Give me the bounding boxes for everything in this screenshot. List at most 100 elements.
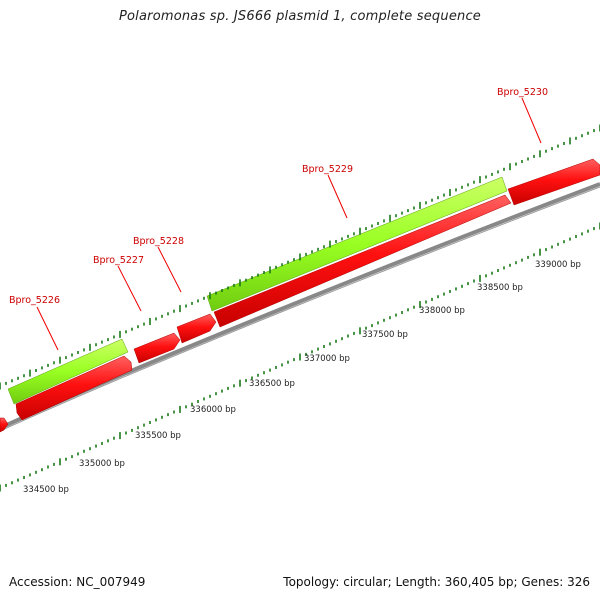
- minor-tick: [263, 371, 265, 375]
- minor-tick: [83, 348, 85, 352]
- gene-bpro-5229-reverse[interactable]: [213, 194, 512, 328]
- minor-tick: [491, 172, 493, 176]
- minor-tick: [215, 392, 217, 396]
- minor-tick: [407, 209, 409, 213]
- minor-tick: [389, 316, 391, 320]
- major-tick: [329, 240, 331, 248]
- minor-tick: [167, 312, 169, 316]
- minor-tick: [557, 242, 559, 246]
- minor-tick: [257, 373, 259, 377]
- gene-reverse-partial[interactable]: [0, 417, 9, 433]
- minor-tick: [335, 240, 337, 243]
- minor-tick: [383, 318, 385, 322]
- minor-tick: [371, 324, 373, 328]
- major-tick: [509, 163, 511, 171]
- minor-tick: [89, 447, 91, 451]
- minor-tick: [401, 311, 403, 314]
- minor-tick: [173, 309, 175, 313]
- minor-tick: [533, 253, 535, 257]
- minor-tick: [353, 232, 355, 236]
- minor-tick: [533, 154, 535, 158]
- minor-tick: [185, 405, 187, 409]
- minor-tick: [29, 473, 31, 477]
- minor-tick: [563, 240, 565, 244]
- gene-bpro-5226-reverse[interactable]: [15, 355, 133, 421]
- major-tick: [299, 253, 301, 261]
- gene-label-bpro-5230[interactable]: Bpro_5230: [497, 87, 548, 98]
- minor-tick: [251, 276, 253, 280]
- gene-label-bpro-5229[interactable]: Bpro_5229: [302, 164, 353, 175]
- minor-tick: [467, 183, 469, 187]
- minor-tick: [425, 300, 427, 304]
- major-tick: [569, 137, 571, 145]
- minor-tick: [23, 374, 25, 378]
- outer-tick-track: [0, 124, 600, 390]
- gene-bpro-5227[interactable]: [133, 332, 181, 364]
- minor-tick: [395, 214, 397, 218]
- gene-bpro-5229-forward[interactable]: [206, 176, 508, 312]
- minor-tick: [113, 436, 115, 440]
- minor-tick: [437, 295, 439, 299]
- minor-tick: [191, 301, 193, 305]
- minor-tick: [65, 457, 67, 461]
- major-tick: [29, 369, 31, 377]
- minor-tick: [143, 423, 145, 427]
- map-title: Polaromonas sp. JS666 plasmid 1, complet…: [118, 9, 481, 24]
- gene-bpro-5228[interactable]: [176, 313, 217, 344]
- minor-tick: [191, 402, 193, 406]
- minor-tick: [17, 376, 19, 380]
- forward-strand-genes: [7, 176, 508, 405]
- gene-bpro-5230[interactable]: [507, 158, 600, 206]
- minor-tick: [131, 327, 133, 331]
- gene-label-bpro-5226[interactable]: Bpro_5226: [9, 295, 60, 306]
- minor-tick: [107, 338, 109, 342]
- minor-tick: [149, 421, 151, 424]
- gene-bpro-5226-forward[interactable]: [7, 338, 129, 405]
- minor-tick: [461, 284, 463, 288]
- minor-tick: [575, 136, 577, 140]
- minor-tick: [77, 351, 79, 354]
- minor-tick: [461, 185, 463, 189]
- minor-tick: [311, 350, 313, 354]
- minor-tick: [5, 381, 7, 385]
- minor-tick: [515, 162, 517, 166]
- minor-tick: [551, 147, 553, 151]
- minor-tick: [431, 198, 433, 202]
- minor-tick: [251, 376, 253, 380]
- position-label: 334500 bp: [23, 485, 69, 495]
- minor-tick: [413, 305, 415, 309]
- minor-tick: [215, 291, 217, 295]
- minor-tick: [35, 470, 37, 474]
- gene-label-bpro-5228[interactable]: Bpro_5228: [133, 236, 184, 247]
- sequence-summary: Topology: circular; Length: 360,405 bp; …: [283, 575, 590, 589]
- minor-tick: [425, 201, 427, 205]
- minor-tick: [281, 263, 283, 267]
- minor-tick: [377, 321, 379, 325]
- minor-tick: [305, 352, 307, 356]
- minor-tick: [41, 468, 43, 472]
- position-label: 335000 bp: [79, 459, 125, 469]
- minor-tick: [287, 360, 289, 364]
- minor-tick: [293, 258, 295, 262]
- minor-tick: [137, 325, 139, 329]
- minor-tick: [401, 211, 403, 215]
- major-tick: [479, 176, 481, 184]
- minor-tick: [497, 269, 499, 272]
- minor-tick: [569, 237, 571, 241]
- minor-tick: [155, 317, 157, 321]
- minor-tick: [113, 335, 115, 339]
- minor-tick: [587, 131, 589, 135]
- position-label: 338000 bp: [419, 306, 465, 316]
- minor-tick: [203, 296, 205, 300]
- minor-tick: [143, 322, 145, 326]
- major-tick: [59, 356, 61, 364]
- minor-tick: [197, 299, 199, 303]
- major-tick: [179, 305, 181, 313]
- major-tick: [359, 327, 361, 335]
- minor-tick: [209, 394, 211, 398]
- gene-labels: Bpro_5226 Bpro_5227 Bpro_5228 Bpro_5229 …: [9, 87, 548, 306]
- minor-tick: [53, 462, 55, 466]
- minor-tick: [455, 287, 457, 291]
- gene-label-bpro-5227[interactable]: Bpro_5227: [93, 255, 144, 266]
- minor-tick: [581, 134, 583, 138]
